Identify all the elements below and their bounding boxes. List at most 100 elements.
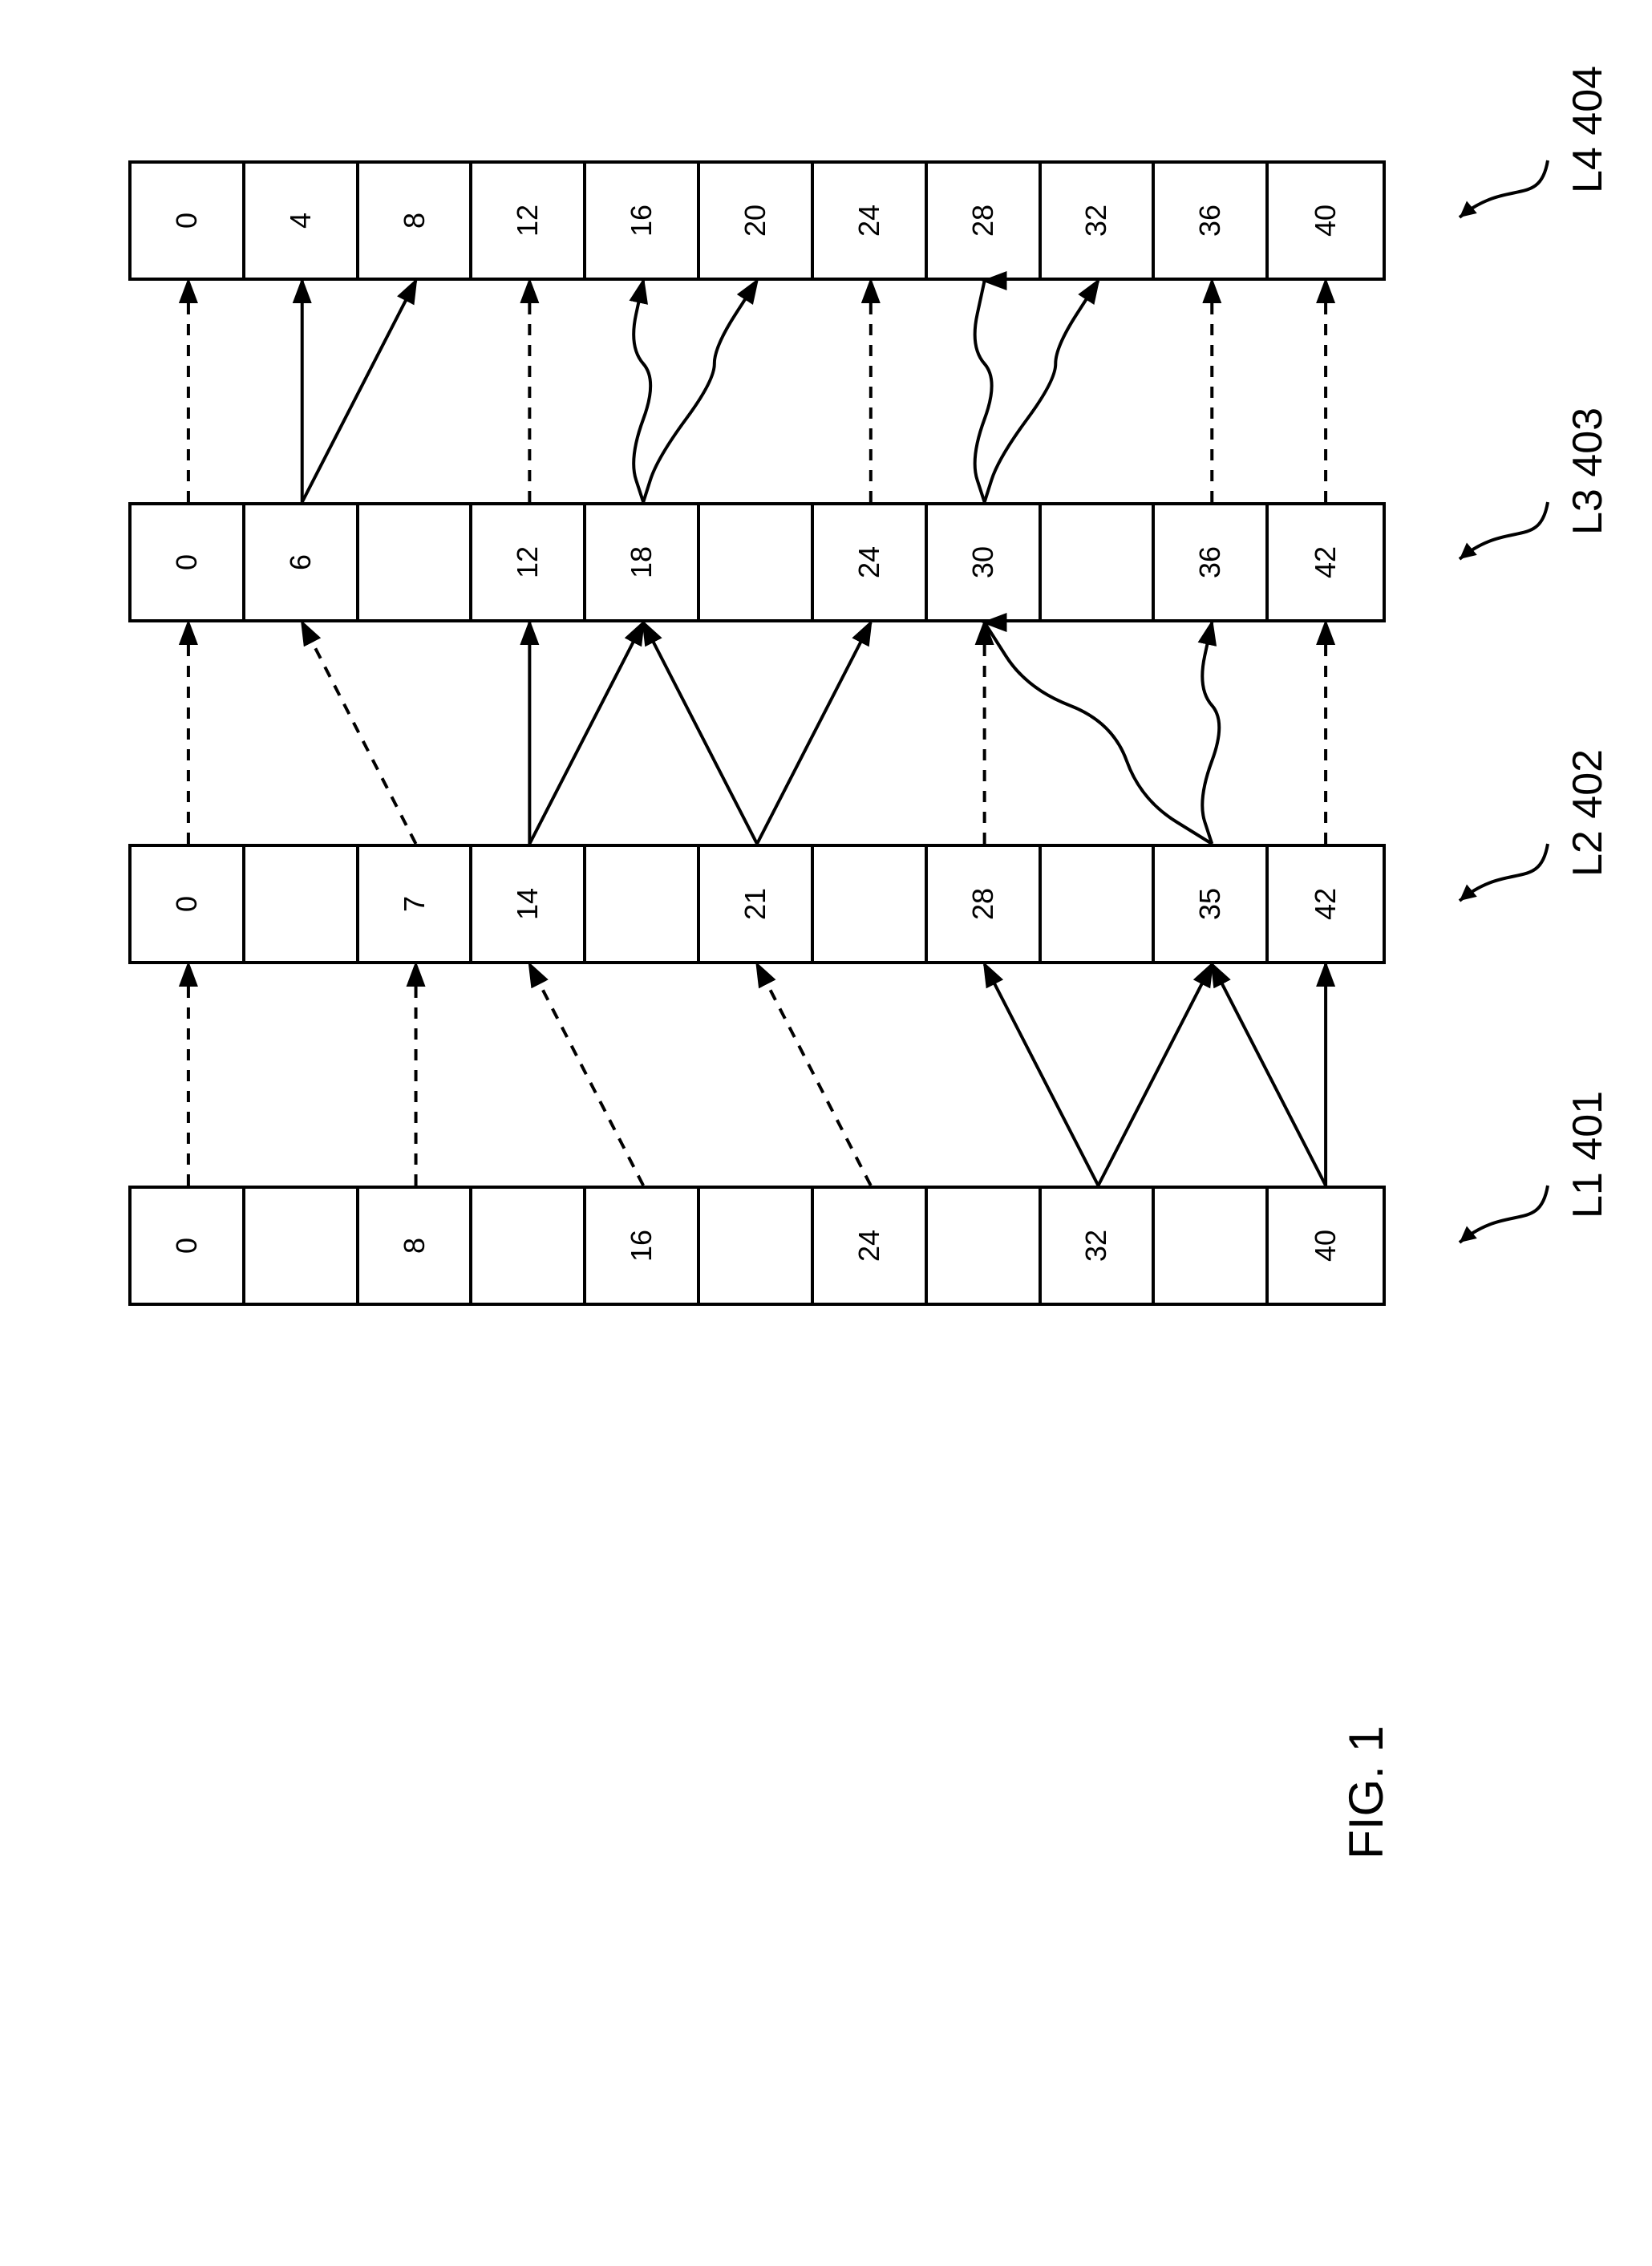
cell-L3-4: 18 (586, 505, 700, 619)
cell-label: 8 (398, 213, 431, 229)
arrow (529, 622, 643, 844)
cell-L4-8: 32 (1042, 164, 1156, 278)
cell-L3-2 (359, 505, 473, 619)
cell-label: 36 (1193, 205, 1227, 237)
cell-L3-7: 30 (928, 505, 1042, 619)
cell-label: 18 (625, 546, 658, 578)
page: { "figure": { "caption": "FIG. 1", "capt… (0, 0, 1652, 2266)
cell-label: 35 (1193, 888, 1227, 920)
arrow (1212, 964, 1326, 1186)
cell-L4-5: 20 (700, 164, 814, 278)
cell-label: 36 (1193, 546, 1227, 578)
cell-L1-8: 32 (1042, 1189, 1156, 1303)
cell-label: 14 (511, 888, 545, 920)
cell-label: 0 (170, 213, 204, 229)
cell-L4-10: 40 (1269, 164, 1383, 278)
cell-L3-6: 24 (814, 505, 928, 619)
arrow (975, 281, 992, 502)
row-tag-label: L1 401 (1564, 1091, 1612, 1218)
cell-label: 8 (398, 1238, 431, 1254)
cell-label: 6 (284, 554, 318, 570)
cell-L1-2: 8 (359, 1189, 473, 1303)
cell-label: 12 (511, 546, 545, 578)
arrow (985, 281, 1099, 502)
arrow (643, 281, 757, 502)
cell-label: 16 (625, 205, 658, 237)
arrow (302, 622, 416, 844)
arrow (643, 622, 757, 844)
cell-label: 28 (966, 205, 1000, 237)
cell-L3-5 (700, 505, 814, 619)
cell-label: 40 (1309, 205, 1342, 237)
cell-L3-0: 0 (132, 505, 245, 619)
cell-label: 24 (852, 1230, 886, 1262)
cell-L2-8 (1042, 847, 1156, 961)
cell-label: 0 (170, 554, 204, 570)
arrow (1202, 622, 1219, 844)
cell-L1-3 (472, 1189, 586, 1303)
cell-L4-2: 8 (359, 164, 473, 278)
cell-L2-7: 28 (928, 847, 1042, 961)
cell-L2-1 (245, 847, 359, 961)
cell-label: 20 (739, 205, 772, 237)
cell-L1-10: 40 (1269, 1189, 1383, 1303)
cell-L1-7 (928, 1189, 1042, 1303)
cell-L1-0: 0 (132, 1189, 245, 1303)
cell-L3-9: 36 (1155, 505, 1269, 619)
row-tag-L2: L2 402 (1452, 828, 1652, 990)
cell-label: 7 (398, 896, 431, 912)
row-tag-label: L3 403 (1564, 407, 1612, 535)
row-tag-hook-icon (1452, 1169, 1652, 1332)
cell-label: 4 (284, 213, 318, 229)
cell-L3-10: 42 (1269, 505, 1383, 619)
figure-caption: FIG. 1 (1338, 1725, 1394, 1859)
cell-L1-1 (245, 1189, 359, 1303)
cell-L1-4: 16 (586, 1189, 700, 1303)
cell-label: 42 (1309, 546, 1342, 578)
cell-L2-3: 14 (472, 847, 586, 961)
cell-L4-4: 16 (586, 164, 700, 278)
cell-L1-6: 24 (814, 1189, 928, 1303)
cell-L2-6 (814, 847, 928, 961)
arrow (529, 964, 643, 1186)
row-tag-hook-icon (1452, 486, 1652, 648)
cell-label: 16 (625, 1230, 658, 1262)
cell-L1-5 (700, 1189, 814, 1303)
cell-label: 0 (170, 896, 204, 912)
cell-L4-7: 28 (928, 164, 1042, 278)
row-tag-label: L4 404 (1564, 66, 1612, 193)
cell-L3-3: 12 (472, 505, 586, 619)
cell-L2-2: 7 (359, 847, 473, 961)
cell-label: 24 (852, 205, 886, 237)
cell-L3-1: 6 (245, 505, 359, 619)
cell-L2-0: 0 (132, 847, 245, 961)
cell-L2-5: 21 (700, 847, 814, 961)
cell-L1-9 (1155, 1189, 1269, 1303)
row-L2: 0 7 14 21 28 35 42 (128, 844, 1386, 964)
arrow (985, 622, 1213, 844)
cell-label: 28 (966, 888, 1000, 920)
arrow (985, 964, 1099, 1186)
cell-label: 42 (1309, 888, 1342, 920)
cell-L4-9: 36 (1155, 164, 1269, 278)
cell-L3-8 (1042, 505, 1156, 619)
arrow (302, 281, 416, 502)
cell-L2-10: 42 (1269, 847, 1383, 961)
row-tag-L4: L4 404 (1452, 144, 1652, 306)
cell-label: 30 (966, 546, 1000, 578)
cell-label: 0 (170, 1238, 204, 1254)
row-tag-hook-icon (1452, 144, 1652, 306)
cell-L2-9: 35 (1155, 847, 1269, 961)
cell-label: 12 (511, 205, 545, 237)
row-tag-L3: L3 403 (1452, 486, 1652, 648)
row-L3: 0 6 12 18 24 30 36 42 (128, 502, 1386, 622)
cell-L4-6: 24 (814, 164, 928, 278)
row-L4: 0 4 8 12 16 20 24 28 32 36 40 (128, 160, 1386, 281)
cell-L4-0: 0 (132, 164, 245, 278)
cell-label: 40 (1309, 1230, 1342, 1262)
cell-L4-1: 4 (245, 164, 359, 278)
row-tag-hook-icon (1452, 828, 1652, 990)
row-tag-label: L2 402 (1564, 749, 1612, 877)
arrow (634, 281, 650, 502)
row-tag-L1: L1 401 (1452, 1169, 1652, 1332)
